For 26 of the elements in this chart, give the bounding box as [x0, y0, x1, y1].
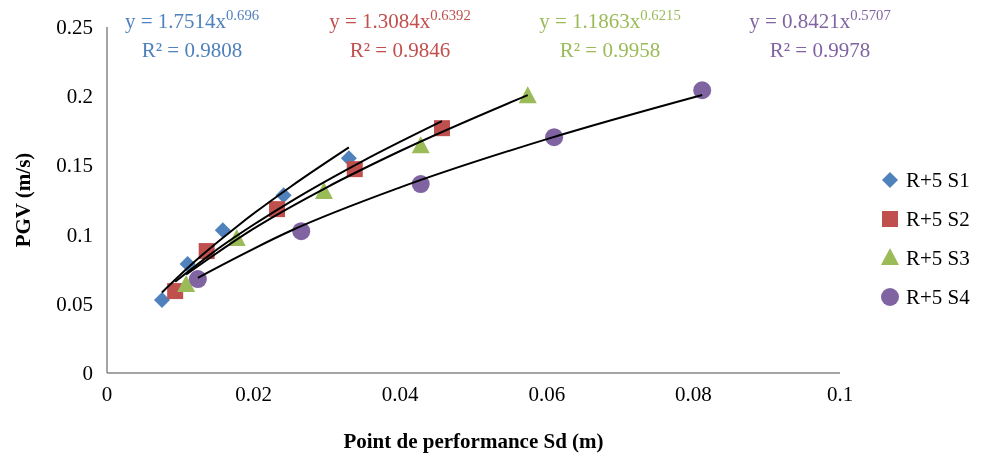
annotation: R² = 0.9808: [141, 38, 243, 62]
legend-label: R+5 S1: [906, 168, 970, 192]
x-tick-label: 0.02: [235, 382, 272, 406]
x-tick-label: 0.06: [528, 382, 566, 406]
annotation: R² = 0.9846: [349, 38, 451, 62]
x-tick-label: 0.1: [826, 382, 854, 406]
annotation: R² = 0.9978: [769, 38, 871, 62]
y-tick-label: 0.15: [56, 153, 93, 178]
x-axis-title: Point de performance Sd (m): [343, 429, 604, 453]
annotation: y = 1.3084x$^{0.6392}$: [329, 7, 471, 33]
y-tick-label: 0: [82, 361, 93, 385]
legend-label: R+5 S3: [906, 246, 970, 270]
annotation: y = 1.7514x$^{0.696}$: [124, 7, 260, 33]
x-tick-label: 0.04: [381, 382, 420, 406]
annotation: y = 0.8421x$^{0.5707}$: [749, 7, 891, 33]
legend-label: R+5 S2: [906, 207, 970, 231]
y-tick-label: 0.25: [56, 15, 93, 39]
y-tick-label: 0.05: [56, 291, 93, 316]
annotation: R² = 0.9958: [559, 38, 661, 62]
legend-label: R+5 S4: [906, 285, 971, 309]
y-axis-title: PGV (m/s): [11, 152, 35, 248]
x-tick-label: 0: [101, 382, 113, 406]
annotation: y = 1.1863x$^{0.6215}$: [539, 7, 681, 33]
x-tick-label: 0.08: [675, 382, 712, 406]
y-tick-label: 0.2: [66, 84, 93, 109]
y-tick-label: 0.1: [66, 222, 93, 247]
